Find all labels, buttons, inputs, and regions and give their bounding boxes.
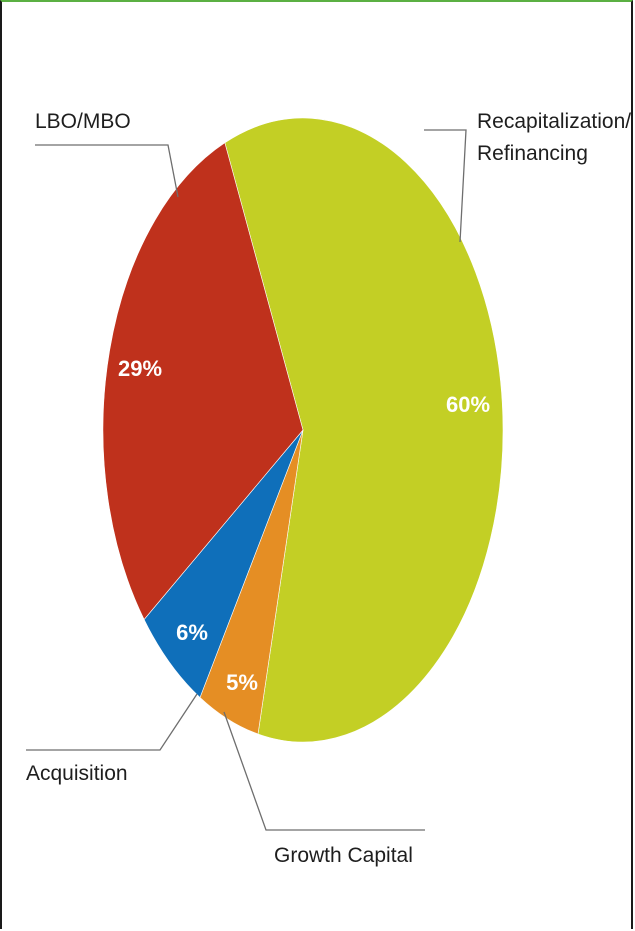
leader-line-recapitalization-refinancing	[424, 129, 467, 243]
leader-line-acquisition	[26, 693, 198, 751]
pct-label-acquisition: 6%	[176, 620, 208, 645]
pct-label-growth-capital: 5%	[226, 670, 258, 695]
pie-slice-lbo-mbo	[102, 142, 304, 621]
pie-slice-recapitalization-refinancing	[224, 117, 504, 743]
pct-label-lbo-mbo: 29%	[118, 356, 162, 381]
pie-slices	[102, 117, 504, 743]
category-label-lbo-mbo: LBO/MBO	[35, 110, 131, 133]
category-label-growth-capital: Growth Capital	[274, 844, 413, 867]
leader-lines	[26, 129, 467, 831]
leader-line-lbo-mbo	[35, 144, 179, 198]
category-label-recapitalization-refinancing: Recapitalization/Refinancing	[477, 110, 631, 165]
percentage-labels: 60% 5% 6% 29%	[118, 356, 490, 695]
leader-line-growth-capital	[223, 711, 425, 831]
pct-label-recapitalization-refinancing: 60%	[446, 392, 490, 417]
category-labels: Recapitalization/Refinancing Growth Capit…	[26, 110, 631, 867]
category-label-acquisition: Acquisition	[26, 762, 128, 785]
